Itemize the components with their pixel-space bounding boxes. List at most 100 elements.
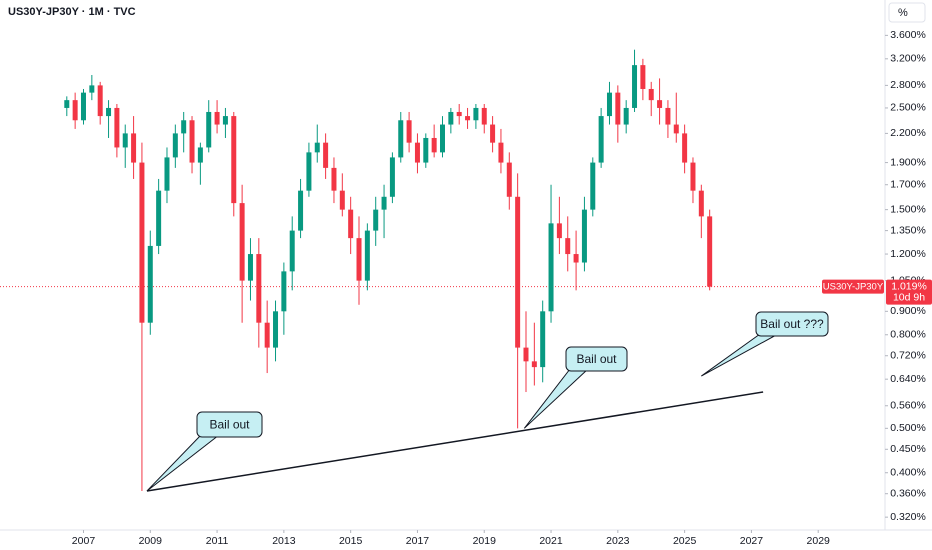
- y-tick-label: 1.200%: [890, 248, 926, 260]
- candle-body: [423, 137, 429, 163]
- candle-body: [264, 322, 270, 348]
- candle-body: [389, 157, 395, 197]
- y-tick-label: 1.500%: [890, 203, 926, 215]
- callout-seam: [202, 434, 218, 437]
- y-tick-label: 0.900%: [890, 305, 926, 317]
- x-tick-label: 2009: [139, 535, 163, 547]
- scale-button-label[interactable]: %: [898, 7, 908, 19]
- candle-body: [398, 120, 404, 158]
- candle-body: [189, 120, 195, 163]
- x-tick-label: 2013: [272, 535, 296, 547]
- candle-body: [598, 116, 604, 163]
- y-tick-label: 1.700%: [890, 179, 926, 191]
- candle-body: [373, 209, 379, 231]
- y-tick-label: 0.400%: [890, 467, 926, 479]
- candle-body: [665, 107, 671, 125]
- candle-body: [531, 361, 537, 368]
- candle-body: [615, 92, 621, 125]
- y-tick-label: 0.640%: [890, 373, 926, 385]
- candle-body: [648, 88, 654, 101]
- candle-body: [473, 107, 479, 121]
- callout-text: Bail out: [209, 418, 250, 432]
- y-tick-label: 3.600%: [890, 29, 926, 41]
- callout-box: [755, 311, 829, 337]
- candle-body: [222, 116, 228, 125]
- candle-body: [440, 124, 445, 153]
- callout-box: [565, 346, 628, 372]
- candle-body: [657, 100, 663, 108]
- candle-body: [281, 271, 287, 312]
- candle-body: [214, 111, 220, 125]
- candle-body: [89, 85, 95, 93]
- candle-body: [339, 190, 345, 210]
- candle-body: [590, 162, 596, 210]
- candle-body: [498, 142, 504, 163]
- y-tick-label: 2.500%: [890, 102, 926, 114]
- candle-body: [565, 238, 571, 255]
- x-tick-label: 2011: [206, 535, 229, 547]
- countdown-label: 10d 9h: [893, 291, 925, 303]
- candle-body: [581, 209, 587, 263]
- symbol-label: US30Y-JP30Y: [823, 282, 884, 293]
- candle-body: [247, 254, 253, 281]
- candle-body: [306, 152, 312, 191]
- x-tick-label: 2029: [807, 535, 831, 547]
- price-label-bg: [886, 279, 932, 305]
- price-label: 1.019%: [891, 280, 927, 292]
- candle-body: [490, 124, 496, 143]
- y-tick-label: 0.720%: [890, 350, 926, 362]
- candle-body: [298, 190, 304, 231]
- candle-body: [231, 116, 237, 204]
- candle-body: [181, 120, 187, 134]
- candle-body: [356, 238, 362, 281]
- candle-body: [114, 107, 120, 148]
- candle-body: [156, 190, 162, 246]
- candle-body: [273, 311, 279, 348]
- candle-body: [197, 147, 203, 163]
- candle-body: [406, 120, 412, 143]
- y-tick-label: 2.800%: [890, 79, 926, 91]
- y-tick-label: 0.360%: [890, 487, 926, 499]
- candle-body: [573, 254, 579, 263]
- candle-body: [256, 254, 262, 323]
- y-tick-label: 1.350%: [890, 224, 926, 236]
- y-tick-label: 0.450%: [890, 443, 926, 455]
- candle-body: [465, 116, 471, 121]
- candle-body: [164, 157, 170, 191]
- y-tick-label: 0.500%: [890, 422, 926, 434]
- candle-body: [682, 133, 688, 163]
- candle-body: [515, 196, 521, 348]
- candle-body: [540, 311, 546, 368]
- x-tick-label: 2015: [339, 535, 363, 547]
- candle-body: [139, 162, 145, 323]
- trend-line: [146, 391, 764, 492]
- candle-body: [172, 133, 178, 158]
- candle-body: [481, 107, 487, 125]
- candle-body: [640, 65, 646, 89]
- x-tick-label: 2021: [539, 535, 563, 547]
- chart-title: US30Y-JP30Y · 1M · TVC: [8, 6, 136, 18]
- candle-body: [239, 203, 245, 281]
- x-tick-label: 2025: [673, 535, 697, 547]
- candle-body: [632, 65, 638, 108]
- candle-body: [364, 230, 370, 281]
- y-tick-label: 0.320%: [890, 511, 926, 523]
- candle-body: [381, 196, 387, 210]
- y-tick-label: 0.800%: [890, 329, 926, 341]
- x-tick-label: 2023: [606, 535, 630, 547]
- y-tick-label: 3.200%: [890, 53, 926, 65]
- scale-button[interactable]: [888, 2, 926, 23]
- candle-body: [314, 142, 320, 153]
- callout-box: [196, 411, 263, 438]
- callout-text: Bail out: [576, 352, 617, 366]
- candle-body: [323, 142, 329, 168]
- candle-body: [556, 223, 562, 239]
- candle-body: [623, 107, 629, 125]
- candle-body: [673, 124, 679, 134]
- candle-body: [523, 347, 529, 362]
- y-tick-label: 0.560%: [890, 400, 926, 412]
- candle-body: [548, 223, 554, 312]
- candle-body: [97, 85, 103, 117]
